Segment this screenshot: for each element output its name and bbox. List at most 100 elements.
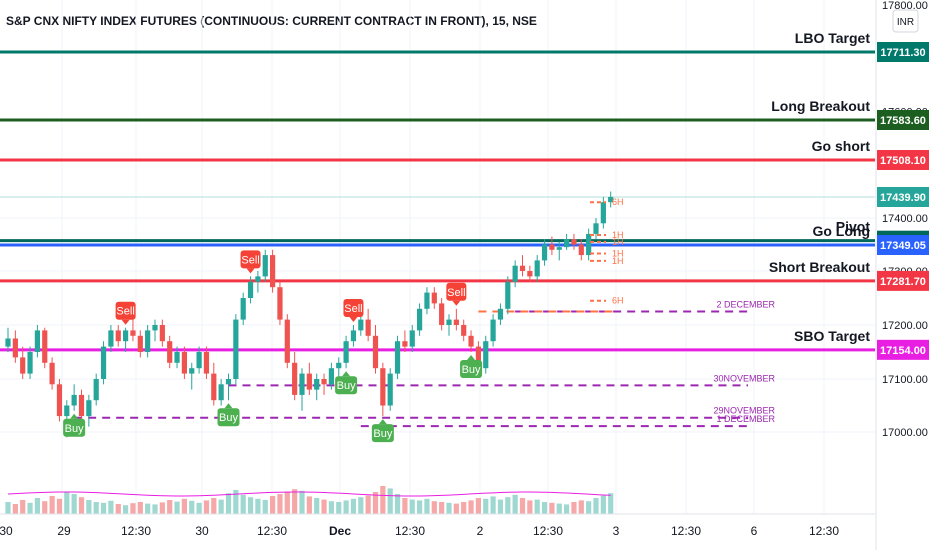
volume-bar: [196, 502, 202, 514]
signal-pointer: [342, 371, 351, 377]
signal-pointer: [467, 355, 476, 360]
candle-body: [255, 276, 261, 282]
time-tick-label: 12:30: [809, 524, 839, 538]
volume-bar: [225, 493, 232, 514]
candle-body: [218, 384, 224, 401]
volume-bar: [409, 499, 415, 514]
volume-bar: [365, 495, 371, 514]
candle-body: [321, 379, 327, 385]
candle-body: [519, 265, 526, 271]
level-name-label: Long Breakout: [771, 98, 870, 114]
time-axis[interactable]: 30 29 12:30 30 12:30 Dec 12:30 2 12:30 3 12:30 6 12:…: [0, 513, 875, 538]
price-label-value: 17508.10: [880, 155, 926, 167]
candle-body: [350, 330, 357, 342]
candle-body: [49, 362, 55, 385]
candle-body: [483, 341, 489, 369]
volume-bar: [556, 503, 562, 514]
volume-bar: [314, 498, 320, 514]
candlesticks: [5, 191, 614, 438]
candle-body: [490, 319, 496, 342]
volume-bar: [71, 494, 77, 514]
level-name-label: Go short: [812, 138, 871, 154]
volume-bar: [64, 492, 70, 514]
volume-bar: [402, 498, 408, 514]
candle-body: [571, 239, 577, 245]
candle-body: [505, 281, 511, 309]
buy-signal-label: Buy: [462, 364, 481, 376]
volume-bar: [586, 501, 592, 514]
volume-bar: [446, 502, 452, 514]
volume-bar: [49, 496, 55, 514]
signal-pointer: [246, 268, 255, 274]
volume-bar: [328, 501, 334, 514]
price-label-box: [877, 187, 929, 207]
volume-bar: [497, 499, 504, 514]
candle-body: [461, 325, 467, 336]
candle-body: [417, 308, 423, 331]
volume-bar: [564, 504, 570, 514]
volume-bar: [350, 498, 357, 514]
candle-body: [424, 292, 430, 309]
volume-bar: [27, 502, 33, 514]
candle-body: [600, 202, 606, 224]
candle-body: [233, 319, 239, 379]
volume-bar: [512, 494, 518, 514]
price-label-box: [877, 339, 929, 360]
candle-body: [196, 352, 202, 369]
candle-body: [387, 373, 393, 406]
volume-bar: [439, 502, 445, 514]
projection-label: 1H: [612, 249, 624, 259]
volume-bar: [519, 498, 526, 514]
signal-badge: [460, 360, 483, 378]
projection-label: 1H: [612, 230, 624, 240]
volume-bar: [299, 490, 305, 514]
volume-bar: [600, 495, 606, 514]
buy-signal-label: Buy: [65, 423, 84, 435]
signal-badges: Buy Sell Buy Sell Buy Sell Buy Sell Buy: [63, 250, 483, 443]
volume-bar: [247, 497, 254, 514]
signal-pointer: [224, 403, 233, 409]
candle-body: [5, 338, 11, 347]
volume-bar: [277, 494, 283, 514]
volume-bar: [483, 498, 489, 514]
candle-body: [593, 223, 599, 234]
candle-body: [556, 247, 562, 250]
time-tick-label: 30: [195, 524, 209, 538]
projection-label: 1H: [612, 237, 624, 247]
candle-body: [306, 373, 312, 390]
candle-body: [453, 319, 459, 325]
volume-bar: [306, 496, 312, 514]
projection-label: 1H: [612, 256, 624, 266]
projection-label: 6H: [612, 197, 624, 207]
candle-body: [446, 319, 452, 325]
buy-signal-label: Buy: [337, 380, 356, 392]
buy-signal-label: Buy: [373, 428, 392, 440]
candle-body: [12, 338, 18, 358]
volume-bar: [145, 503, 151, 514]
level-name-label: Short Breakout: [769, 259, 870, 275]
chart-grid: [0, 0, 875, 514]
price-tick-label: 17800.00: [882, 0, 928, 12]
volume-bar: [108, 500, 114, 514]
signal-pointer: [70, 413, 79, 419]
candle-body: [86, 400, 92, 417]
volume-bar: [130, 503, 136, 514]
volume-bar: [505, 497, 511, 514]
volume-bar: [593, 498, 599, 514]
time-tick-label: 3: [613, 524, 620, 538]
candle-body: [431, 292, 437, 304]
volume-bar: [490, 496, 496, 514]
candle-body: [78, 394, 85, 417]
time-tick-label: 2: [477, 524, 484, 538]
price-tick-label: 17200.00: [882, 320, 928, 332]
candle-body: [93, 379, 99, 401]
candle-body: [277, 287, 283, 320]
volume-bar: [42, 501, 48, 514]
volume-bar: [174, 501, 180, 514]
candle-body: [402, 341, 408, 347]
candle-body: [247, 281, 254, 298]
currency-badge: [892, 9, 919, 33]
price-label-value: 17583.60: [880, 115, 926, 127]
